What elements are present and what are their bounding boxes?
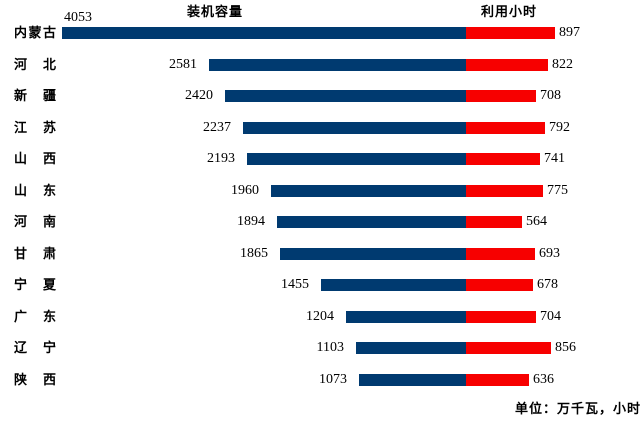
hours-value: 678 xyxy=(537,277,558,292)
category-label: 河北 xyxy=(14,56,56,72)
category-label: 山东 xyxy=(14,182,56,198)
capacity-value: 1455 xyxy=(281,277,309,292)
hours-bar xyxy=(466,27,555,39)
hours-value: 636 xyxy=(533,371,554,387)
capacity-value: 1865 xyxy=(240,245,268,261)
capacity-value: 1960 xyxy=(231,182,259,198)
hours-value: 792 xyxy=(549,119,570,135)
hours-series-title: 利用小时 xyxy=(481,4,538,19)
hours-bar xyxy=(466,279,533,291)
category-label: 内蒙古 xyxy=(14,25,56,40)
hours-bar xyxy=(466,121,545,134)
hours-bar xyxy=(466,153,540,165)
hours-value: 822 xyxy=(552,56,573,72)
hours-value: 564 xyxy=(526,214,547,229)
capacity-bar xyxy=(280,247,466,260)
capacity-bar xyxy=(359,373,466,386)
capacity-bar xyxy=(225,90,466,102)
hours-value: 704 xyxy=(540,308,561,324)
capacity-value: 1894 xyxy=(237,214,265,229)
capacity-value: 2193 xyxy=(207,151,235,166)
category-label: 广东 xyxy=(14,308,56,324)
unit-note: 单位：万千瓦，小时 xyxy=(514,401,641,416)
capacity-value: 1073 xyxy=(319,371,347,387)
hours-bar xyxy=(466,58,548,71)
capacity-value: 2581 xyxy=(169,56,197,72)
capacity-bar xyxy=(321,279,466,291)
capacity-bar xyxy=(62,27,466,39)
capacity-value: 1103 xyxy=(316,340,344,355)
hours-bar xyxy=(466,310,536,323)
capacity-bar xyxy=(277,216,466,228)
hours-bar xyxy=(466,342,551,354)
hours-bar xyxy=(466,373,529,386)
capacity-series-title: 装机容量 xyxy=(187,4,244,19)
capacity-bar xyxy=(271,184,466,197)
category-label: 甘肃 xyxy=(14,245,56,261)
category-label: 宁夏 xyxy=(14,277,56,292)
category-label: 河南 xyxy=(14,214,56,229)
capacity-value: 2420 xyxy=(185,88,213,103)
hours-bar xyxy=(466,184,543,197)
capacity-bar xyxy=(346,310,466,323)
capacity-bar xyxy=(209,58,466,71)
category-label: 辽宁 xyxy=(14,340,56,355)
category-label: 江苏 xyxy=(14,119,56,135)
category-label: 山西 xyxy=(14,151,56,166)
capacity-bar xyxy=(243,121,466,134)
hours-bar xyxy=(466,216,522,228)
hours-value: 897 xyxy=(559,25,580,40)
capacity-value: 2237 xyxy=(203,119,231,135)
capacity-bar xyxy=(247,153,466,165)
hours-value: 741 xyxy=(544,151,565,166)
category-label: 陕西 xyxy=(14,371,56,387)
hours-value: 856 xyxy=(555,340,576,355)
capacity-value: 1204 xyxy=(306,308,334,324)
hours-value: 693 xyxy=(539,245,560,261)
hours-bar xyxy=(466,90,536,102)
capacity-value: 4053 xyxy=(64,10,92,25)
hours-bar xyxy=(466,247,535,260)
hours-value: 775 xyxy=(547,182,568,198)
category-label: 新疆 xyxy=(14,88,56,103)
hours-value: 708 xyxy=(540,88,561,103)
capacity-bar xyxy=(356,342,466,354)
